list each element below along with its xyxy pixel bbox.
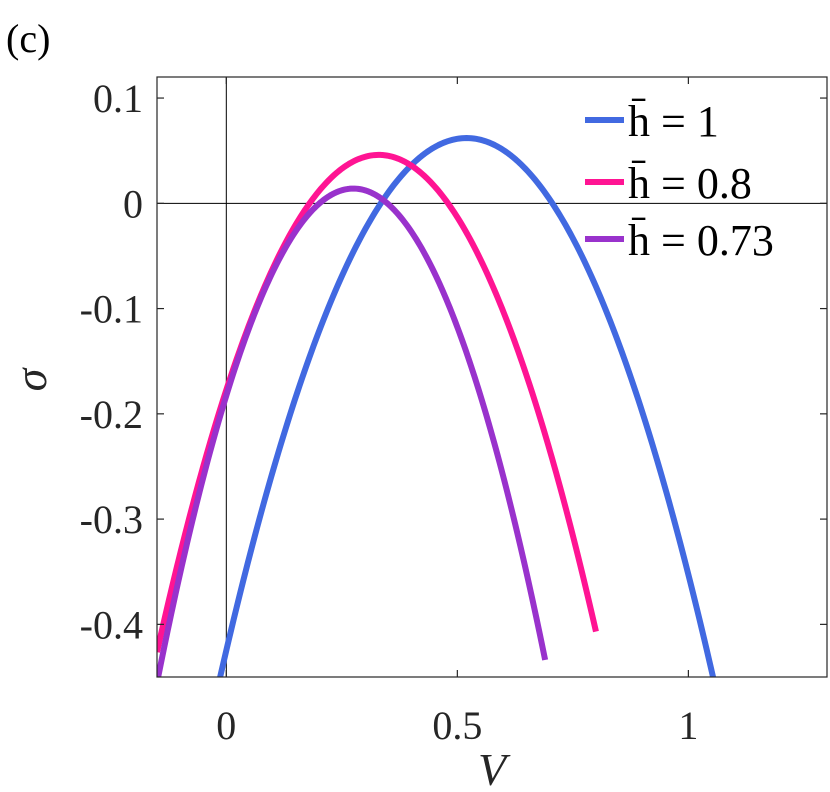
legend-label-1: h̄ = 1 — [628, 97, 719, 146]
legend-label-2: h̄ = 0.8 — [628, 159, 752, 208]
reference-lines — [157, 77, 827, 677]
plot-background — [157, 77, 827, 677]
series-lines — [157, 135, 717, 677]
axes-box — [156, 76, 828, 678]
x-tick-label: 0.5 — [432, 703, 482, 748]
y-tick-label: 0 — [123, 181, 143, 226]
y-tick-label: -0.2 — [80, 392, 143, 437]
y-tick-label: -0.3 — [80, 497, 143, 542]
plot-area — [157, 77, 827, 677]
x-axis-ticks: 0 0.5 1 — [216, 77, 698, 748]
legend-label-3: h̄ = 0.73 — [628, 216, 774, 265]
x-tick-label: 0 — [216, 703, 236, 748]
series-line-1 — [217, 135, 717, 677]
legend: h̄ = 1 h̄ = 0.8 h̄ = 0.73 — [585, 97, 774, 265]
y-tick-label: 0.1 — [93, 76, 143, 121]
y-tick-label: -0.4 — [80, 602, 143, 647]
axes-frame — [156, 76, 828, 678]
y-tick-label: -0.1 — [80, 287, 143, 332]
series-line-3 — [157, 185, 549, 677]
x-tick-label: 1 — [678, 703, 698, 748]
y-axis-ticks: 0.1 0 -0.1 -0.2 -0.3 -0.4 — [80, 76, 827, 647]
panel-label: (c) — [6, 16, 50, 61]
x-axis-label: V — [478, 744, 511, 792]
y-axis-label: σ — [5, 366, 56, 391]
